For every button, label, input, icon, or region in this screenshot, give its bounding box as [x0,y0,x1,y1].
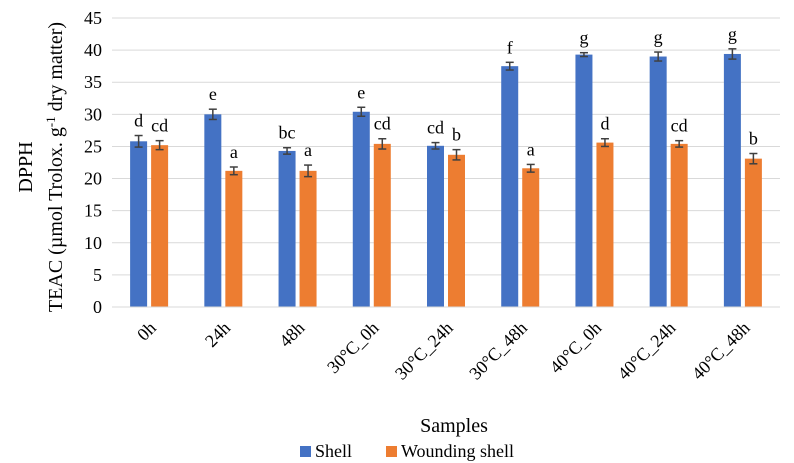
bar-wounding-shell [596,142,614,307]
bar-shell [427,145,444,307]
x-tick-label: 30°C_0h [323,318,383,378]
y-tick-label: 0 [93,297,102,317]
significance-letter: cd [151,116,168,136]
x-tick-label: 30°C_24h [391,318,457,384]
significance-letter: a [527,139,535,159]
y-tick-label: 40 [84,40,102,60]
y-tick-label: 20 [84,169,102,189]
bar-shell [204,114,222,307]
bar-wounding-shell [744,158,762,307]
significance-letter: d [600,114,609,134]
y-tick-label: 35 [84,72,102,92]
y-axis-title-superscript: -1 [43,116,58,127]
significance-letter: cd [671,116,688,136]
legend-label-wounding-shell: Wounding shell [401,441,514,461]
bar-wounding-shell [373,143,391,307]
significance-letter: b [452,125,461,145]
y-axis-ticks: 0 5 10 15 20 25 30 35 40 45 [84,8,102,317]
y-tick-label: 15 [84,201,102,221]
bar-shell [575,54,593,308]
error-bars [134,48,758,178]
significance-letter: g [654,27,663,47]
bar-shell [352,111,370,308]
significance-letter: g [728,24,737,44]
bar-wounding-shell [670,143,688,307]
legend-swatch-wounding-shell [386,446,397,457]
bar-wounding-shell [448,154,465,307]
x-tick-label: 40°C_48h [688,318,754,384]
bar-shell [130,141,148,307]
bar-shell [278,150,296,307]
legend-swatch-shell [300,446,311,457]
significance-letter: a [304,140,312,160]
bar-shell [649,56,667,308]
significance-letter: f [507,37,513,57]
significance-letter: e [209,84,217,104]
significance-letter: cd [427,118,444,138]
y-tick-label: 10 [84,233,102,253]
y-axis-title-suffix: dry matter) [45,22,67,116]
bar-wounding-shell [522,168,540,307]
significance-letter: d [134,111,143,131]
gridlines [112,17,780,276]
y-axis-title-line2: TEAC (µmol Trolox. g-1 dry matter) [43,22,68,312]
x-tick-label: 40°C_0h [546,318,606,378]
y-tick-label: 5 [93,265,102,285]
x-tick-label: 30°C_48h [465,318,531,384]
legend-label-shell: Shell [315,441,352,461]
y-tick-label: 30 [84,104,102,124]
significance-letter: a [230,142,238,162]
y-tick-label: 45 [84,8,102,28]
significance-letter: e [357,82,365,102]
y-axis-title-prefix: TEAC (µmol Trolox. g [45,127,67,312]
significance-letter: bc [279,123,296,143]
x-axis-ticks: 0h 24h 48h 30°C_0h 30°C_24h 30°C_48h 40°C_0h 40… [133,318,754,384]
y-axis-title-line1: DPPH [15,141,37,192]
bar-wounding-shell [299,170,317,307]
x-tick-label: 24h [201,318,234,351]
significance-letter: b [749,129,758,149]
bars [130,53,762,308]
legend: Shell Wounding shell [300,441,514,461]
bar-wounding-shell [225,170,243,307]
x-axis-title: Samples [420,415,488,437]
bar-shell [723,53,741,307]
y-tick-label: 25 [84,136,102,156]
x-tick-label: 48h [275,318,308,351]
x-tick-label: 0h [133,318,160,345]
x-tick-label: 40°C_24h [614,318,680,384]
bar-shell [501,66,519,308]
bar-wounding-shell [151,145,169,307]
significance-letter: cd [374,114,391,134]
significance-letter: g [579,28,588,48]
